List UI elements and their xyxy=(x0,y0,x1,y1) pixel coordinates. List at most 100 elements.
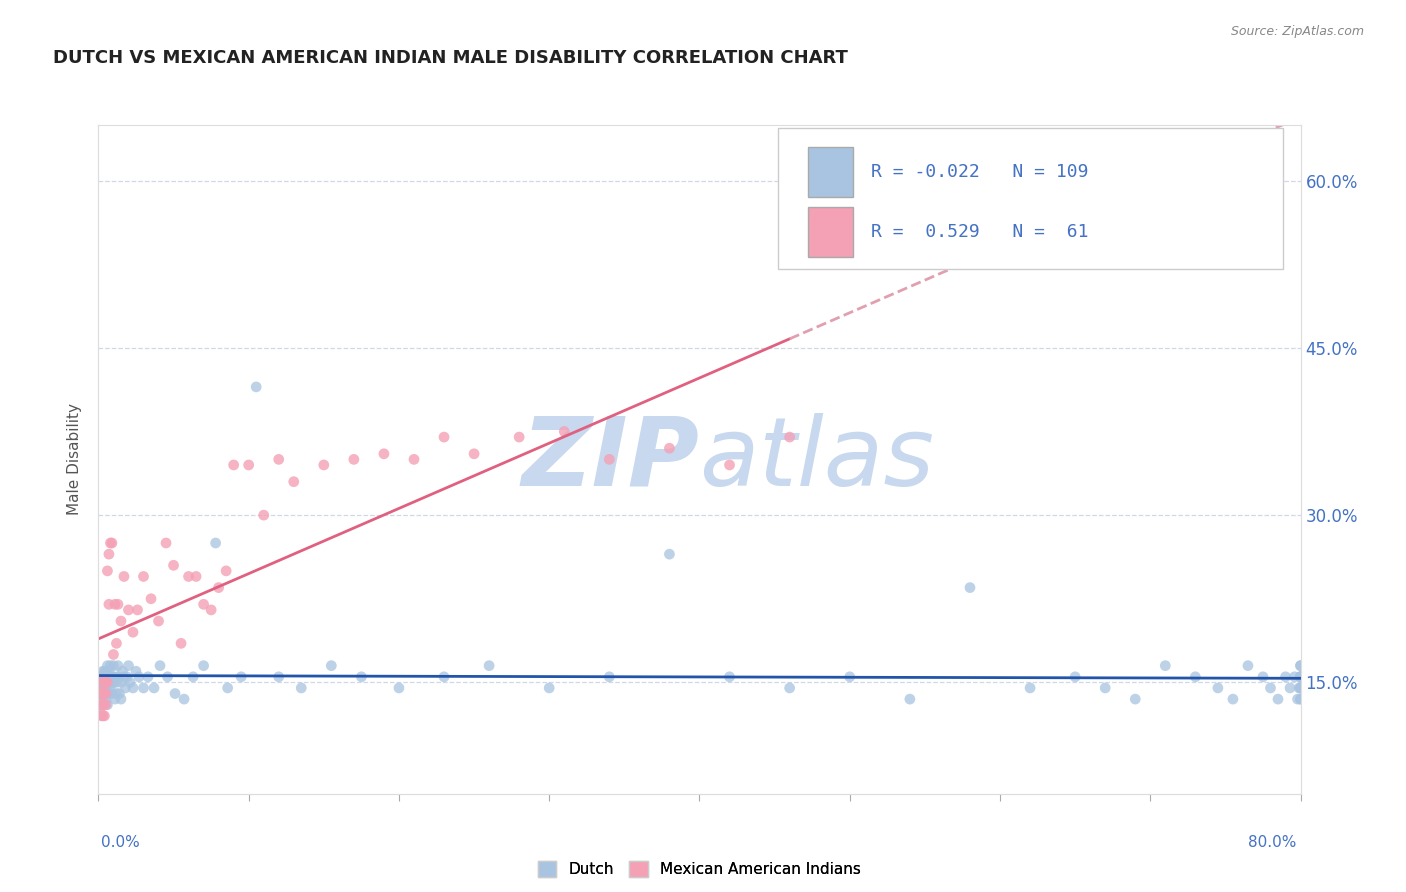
Point xyxy=(718,670,741,684)
Point xyxy=(110,614,132,628)
Point xyxy=(1289,670,1312,684)
Point xyxy=(100,670,122,684)
Point xyxy=(89,687,111,701)
Point xyxy=(1289,670,1312,684)
Point xyxy=(1154,658,1177,673)
FancyBboxPatch shape xyxy=(807,207,853,257)
Point xyxy=(200,603,222,617)
Point xyxy=(184,569,207,583)
Point xyxy=(125,664,148,678)
Point xyxy=(173,692,195,706)
Point xyxy=(91,687,114,701)
Point xyxy=(312,458,335,472)
Point xyxy=(96,658,118,673)
Point xyxy=(1222,692,1244,706)
Point xyxy=(1289,681,1312,695)
Point xyxy=(91,681,114,695)
Point xyxy=(107,598,129,612)
Point xyxy=(478,658,501,673)
Point xyxy=(132,681,155,695)
Point xyxy=(1289,658,1312,673)
Point xyxy=(598,670,620,684)
Point xyxy=(91,698,114,712)
Point xyxy=(1284,670,1306,684)
Point xyxy=(1206,681,1229,695)
Point xyxy=(107,670,129,684)
Point xyxy=(204,536,226,550)
Point xyxy=(253,508,276,523)
Point xyxy=(94,670,117,684)
Point xyxy=(90,687,112,701)
Point xyxy=(553,425,575,439)
Point xyxy=(94,664,117,678)
Point xyxy=(1289,670,1312,684)
Point xyxy=(148,614,170,628)
Point xyxy=(90,698,112,712)
Point xyxy=(91,670,114,684)
Point xyxy=(103,675,125,690)
Point xyxy=(100,658,122,673)
Point xyxy=(94,675,117,690)
Point xyxy=(89,687,111,701)
Point xyxy=(1237,658,1260,673)
Point xyxy=(90,675,112,690)
Point xyxy=(111,664,134,678)
Point xyxy=(1184,670,1206,684)
Point xyxy=(208,581,231,595)
Point xyxy=(122,681,145,695)
Point xyxy=(162,558,184,573)
Point xyxy=(105,636,128,650)
Point xyxy=(373,447,395,461)
Point xyxy=(779,681,801,695)
Point xyxy=(105,675,128,690)
Point xyxy=(90,708,112,723)
Point xyxy=(93,708,115,723)
Point xyxy=(193,658,215,673)
Point xyxy=(343,452,366,467)
Point xyxy=(1267,692,1289,706)
Point xyxy=(238,458,260,472)
Point xyxy=(118,675,141,690)
Point xyxy=(1289,670,1312,684)
Point xyxy=(104,692,127,706)
Point xyxy=(97,547,120,561)
Point xyxy=(1289,692,1312,706)
Point xyxy=(193,598,215,612)
Point xyxy=(181,670,204,684)
Point xyxy=(463,447,485,461)
Point xyxy=(402,452,425,467)
Text: R =  0.529   N =  61: R = 0.529 N = 61 xyxy=(872,223,1088,241)
Point xyxy=(245,380,267,394)
Point xyxy=(93,675,115,690)
Point xyxy=(1286,692,1309,706)
Point xyxy=(100,681,122,695)
Point xyxy=(117,603,139,617)
Point xyxy=(718,458,741,472)
Point xyxy=(90,681,112,695)
Text: 80.0%: 80.0% xyxy=(1249,836,1296,850)
Point xyxy=(290,681,312,695)
Point xyxy=(96,687,118,701)
Text: R = -0.022   N = 109: R = -0.022 N = 109 xyxy=(872,162,1088,181)
Point xyxy=(93,664,115,678)
Point xyxy=(101,536,124,550)
Point xyxy=(350,670,373,684)
Point xyxy=(132,569,155,583)
Point xyxy=(1274,670,1296,684)
Point xyxy=(388,681,411,695)
Point xyxy=(100,536,122,550)
Point xyxy=(112,670,135,684)
Point xyxy=(1064,670,1087,684)
FancyBboxPatch shape xyxy=(807,146,853,197)
Point xyxy=(1251,670,1274,684)
Point xyxy=(165,687,187,701)
Point xyxy=(91,675,114,690)
Point xyxy=(104,670,127,684)
Point xyxy=(1289,681,1312,695)
Point xyxy=(231,670,253,684)
Point xyxy=(1289,681,1312,695)
Point xyxy=(114,681,136,695)
Point xyxy=(104,598,127,612)
Point xyxy=(598,452,620,467)
Point xyxy=(508,430,530,444)
